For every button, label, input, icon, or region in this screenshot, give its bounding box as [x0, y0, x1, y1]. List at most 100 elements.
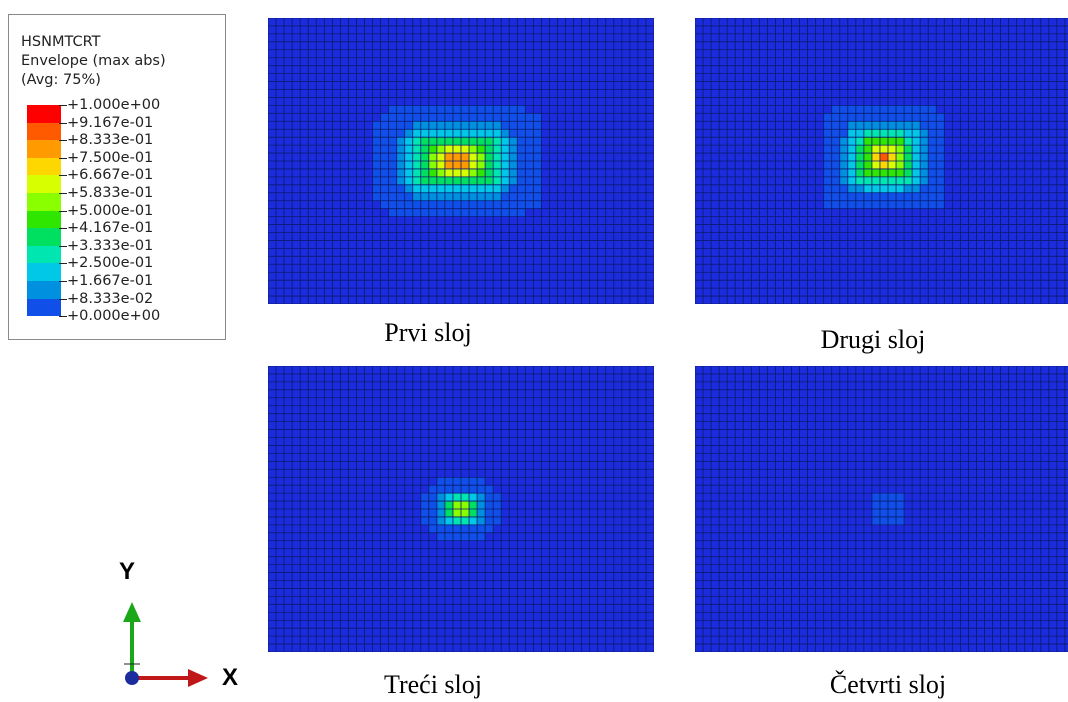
mesh-element [565, 248, 574, 257]
mesh-element [1008, 73, 1017, 82]
mesh-element [629, 137, 639, 146]
mesh-element [308, 366, 317, 375]
mesh-element [565, 453, 574, 462]
mesh-element [928, 97, 937, 106]
mesh-element [380, 437, 389, 446]
mesh-element [839, 264, 848, 273]
mesh-element [412, 121, 421, 130]
mesh-element [871, 137, 881, 146]
mesh-element [452, 540, 462, 549]
mesh-element [767, 184, 776, 193]
mesh-element [823, 33, 832, 42]
mesh-element [920, 200, 929, 209]
mesh-element [420, 461, 429, 470]
mesh-element [992, 224, 1001, 233]
mesh-element [581, 81, 590, 90]
mesh-element [308, 184, 317, 193]
mesh-element [452, 453, 462, 462]
mesh-element [549, 73, 558, 82]
mesh-element [605, 437, 614, 446]
mesh-element [727, 89, 736, 98]
mesh-element [340, 113, 349, 122]
mesh-element [284, 176, 293, 185]
mesh-element [549, 216, 558, 225]
mesh-element [695, 153, 704, 162]
mesh-element [436, 192, 446, 201]
mesh-element [847, 49, 856, 58]
mesh-element [695, 97, 704, 106]
mesh-element [589, 18, 598, 27]
mesh-element [501, 33, 510, 42]
mesh-element [557, 200, 566, 209]
mesh-element [589, 184, 598, 193]
mesh-element [1048, 65, 1057, 74]
mesh-element [501, 256, 510, 265]
mesh-element [485, 429, 494, 438]
mesh-element [300, 397, 309, 406]
mesh-element [364, 97, 373, 106]
mesh-element [976, 161, 985, 170]
mesh-element [976, 113, 985, 122]
mesh-element [855, 168, 864, 177]
mesh-element [645, 540, 654, 549]
mesh-element [783, 153, 792, 162]
mesh-element [300, 524, 309, 533]
mesh-element [629, 145, 639, 154]
mesh-element [533, 524, 542, 533]
mesh-element [799, 216, 808, 225]
mesh-element [380, 516, 389, 525]
mesh-element [541, 137, 550, 146]
mesh-element [573, 200, 582, 209]
mesh-element [420, 381, 429, 390]
mesh-element [525, 57, 534, 66]
mesh-element [727, 121, 736, 130]
mesh-element [541, 373, 550, 382]
mesh-element [485, 232, 494, 241]
mesh-element [863, 200, 873, 209]
mesh-element [637, 532, 647, 541]
mesh-element [799, 145, 808, 154]
mesh-element [1048, 153, 1057, 162]
mesh-element [695, 208, 704, 217]
mesh-element [268, 145, 277, 154]
mesh-element [879, 176, 889, 185]
mesh-element [461, 137, 470, 146]
mesh-element [452, 105, 462, 114]
mesh-element [855, 192, 864, 201]
mesh-element [831, 296, 840, 304]
mesh-element [855, 57, 864, 66]
mesh-element [316, 33, 325, 42]
mesh-element [332, 493, 341, 502]
mesh-element [928, 272, 937, 281]
legend-swatch [27, 210, 61, 229]
mesh-element [356, 421, 365, 430]
mesh-element [485, 453, 494, 462]
mesh-element [743, 89, 752, 98]
mesh-element [1064, 232, 1068, 241]
mesh-element [855, 73, 864, 82]
mesh-element [461, 105, 470, 114]
mesh-element [461, 176, 470, 185]
mesh-element [372, 556, 381, 565]
mesh-element [364, 389, 373, 398]
mesh-element [775, 129, 784, 138]
mesh-element [1008, 176, 1017, 185]
mesh-element [645, 509, 654, 518]
mesh-element [1064, 33, 1068, 42]
mesh-element [525, 145, 534, 154]
mesh-element [284, 200, 293, 209]
mesh-element [839, 248, 848, 257]
mesh-element [501, 153, 510, 162]
mesh-element [613, 477, 622, 486]
mesh-element [597, 572, 606, 581]
mesh-element [348, 49, 357, 58]
mesh-element [944, 248, 953, 257]
mesh-element [751, 224, 760, 233]
mesh-element [637, 105, 647, 114]
mesh-element [759, 33, 768, 42]
mesh-element [557, 192, 566, 201]
mesh-element [573, 73, 582, 82]
mesh-element [896, 176, 905, 185]
mesh-element [428, 129, 437, 138]
mesh-element [863, 280, 873, 289]
